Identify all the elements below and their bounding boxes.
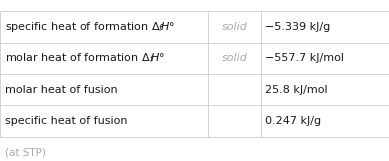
Text: 25.8 kJ/mol: 25.8 kJ/mol xyxy=(265,85,328,95)
Text: specific heat of formation $\Delta_f\!H°$: specific heat of formation $\Delta_f\!H°… xyxy=(5,20,175,34)
Text: −5.339 kJ/g: −5.339 kJ/g xyxy=(265,22,331,32)
Text: (at STP): (at STP) xyxy=(5,147,46,157)
Text: solid: solid xyxy=(221,22,247,32)
Text: molar heat of fusion: molar heat of fusion xyxy=(5,85,117,95)
Text: −557.7 kJ/mol: −557.7 kJ/mol xyxy=(265,53,344,63)
Text: specific heat of fusion: specific heat of fusion xyxy=(5,116,127,126)
Bar xyxy=(0,11,389,137)
Text: molar heat of formation $\Delta_f\!H°$: molar heat of formation $\Delta_f\!H°$ xyxy=(5,52,165,65)
Text: 0.247 kJ/g: 0.247 kJ/g xyxy=(265,116,321,126)
Text: solid: solid xyxy=(221,53,247,63)
